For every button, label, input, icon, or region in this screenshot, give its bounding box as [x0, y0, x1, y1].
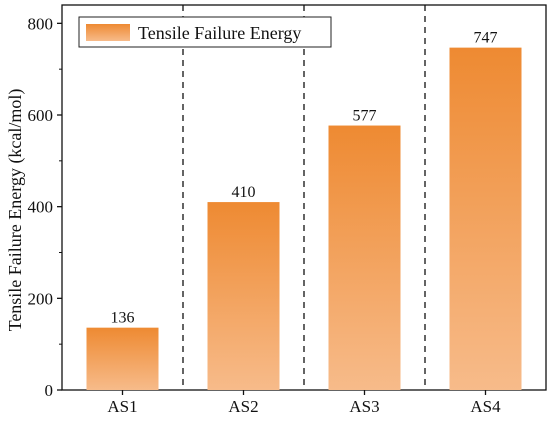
y-axis: 0 200 400 600 800	[28, 14, 62, 400]
bar-as4	[449, 47, 522, 390]
x-tick-label-as4: AS4	[470, 397, 501, 416]
y-tick-label-0: 0	[45, 381, 54, 400]
y-tick-label-200: 200	[28, 289, 54, 308]
bar-as3	[328, 125, 401, 391]
bars-group	[86, 47, 522, 391]
bar-as1	[86, 327, 159, 390]
value-labels-group: 136 410 577 747	[111, 30, 498, 327]
value-label-as4: 747	[474, 30, 498, 47]
y-tick-label-400: 400	[28, 198, 54, 217]
value-label-as1: 136	[111, 310, 135, 327]
legend-label: Tensile Failure Energy	[138, 23, 301, 43]
value-label-as3: 577	[353, 108, 377, 125]
bar-as2	[207, 202, 280, 390]
x-tick-label-as2: AS2	[228, 397, 258, 416]
y-axis-title: Tensile Failure Energy (kcal/mol)	[5, 89, 26, 332]
y-tick-label-800: 800	[28, 14, 54, 33]
y-tick-label-600: 600	[28, 106, 54, 125]
x-axis: AS1 AS2 AS3 AS4	[107, 390, 501, 416]
legend-swatch	[86, 24, 130, 41]
category-separators	[182, 5, 426, 390]
x-tick-label-as1: AS1	[107, 397, 137, 416]
x-tick-label-as3: AS3	[349, 397, 379, 416]
legend: Tensile Failure Energy	[78, 16, 332, 48]
value-label-as2: 410	[232, 184, 256, 201]
